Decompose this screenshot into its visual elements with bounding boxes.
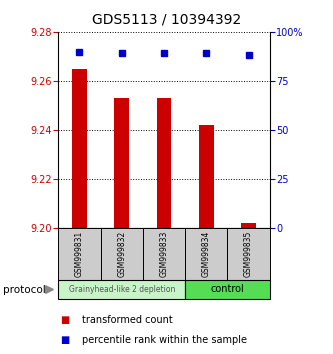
Text: ■: ■ xyxy=(60,315,70,325)
Bar xyxy=(58,228,101,280)
Text: percentile rank within the sample: percentile rank within the sample xyxy=(82,335,246,345)
Bar xyxy=(143,228,185,280)
Text: protocol: protocol xyxy=(3,285,46,295)
Text: GSM999831: GSM999831 xyxy=(75,231,84,277)
Bar xyxy=(185,228,227,280)
Text: GDS5113 / 10394392: GDS5113 / 10394392 xyxy=(92,12,241,27)
Text: GSM999832: GSM999832 xyxy=(117,231,126,277)
Bar xyxy=(72,69,87,228)
Bar xyxy=(185,280,270,299)
Bar xyxy=(58,280,185,299)
Bar xyxy=(101,228,143,280)
Text: Grainyhead-like 2 depletion: Grainyhead-like 2 depletion xyxy=(69,285,175,294)
Text: GSM999834: GSM999834 xyxy=(202,231,211,277)
Bar xyxy=(114,98,129,228)
Text: GSM999833: GSM999833 xyxy=(160,231,168,277)
Bar xyxy=(199,125,214,228)
Text: control: control xyxy=(210,284,244,295)
Text: transformed count: transformed count xyxy=(82,315,172,325)
Bar xyxy=(157,98,171,228)
Text: GSM999835: GSM999835 xyxy=(244,231,253,277)
Bar xyxy=(227,228,270,280)
Text: ■: ■ xyxy=(60,335,70,345)
Bar xyxy=(241,223,256,228)
